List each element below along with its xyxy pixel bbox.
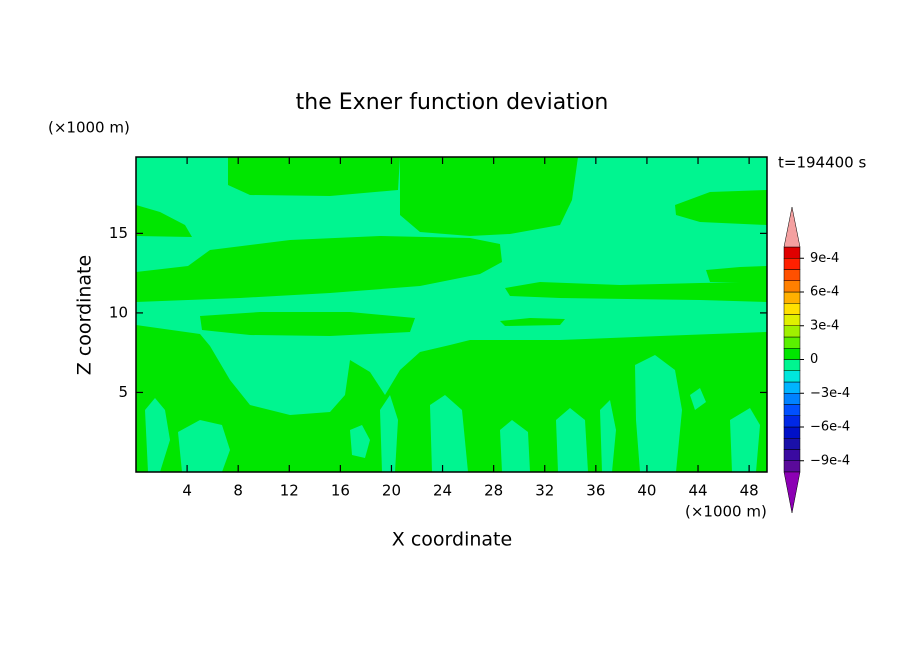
contour-region (380, 395, 398, 472)
x-tick-label: 28 (484, 482, 503, 500)
contour-region (430, 395, 468, 472)
colorbar-bin (783, 359, 801, 371)
colorbar-bin (783, 303, 801, 315)
contour-region (505, 282, 767, 302)
colorbar-bin (783, 426, 801, 439)
x-tick-label: 24 (433, 482, 452, 500)
colorbar-bin (783, 314, 801, 326)
contour-region (500, 318, 565, 326)
colorbar-bin (783, 449, 801, 461)
y-tick-label: 5 (118, 383, 128, 401)
colorbar-bin (783, 258, 801, 270)
contour-region (730, 408, 760, 472)
colorbar-tick-label: 9e-4 (810, 251, 839, 266)
colorbar-tick-label: −6e-4 (810, 420, 850, 435)
x-tick-label: 4 (182, 482, 192, 500)
colorbar-bin (783, 404, 801, 416)
x-tick-label: 48 (740, 482, 759, 500)
x-tick-label: 16 (331, 482, 350, 500)
colorbar-tick-label: 3e-4 (810, 318, 839, 333)
x-tick-label: 20 (382, 482, 401, 500)
colorbar-tick-label: 0 (810, 352, 818, 367)
contour-region (690, 388, 706, 410)
contour-region (350, 425, 370, 458)
colorbar-bin (783, 269, 801, 281)
contour-region (145, 398, 170, 472)
x-tick-label: 44 (688, 482, 707, 500)
colorbar-bin (783, 415, 801, 428)
y-tick-label: 10 (109, 303, 128, 321)
colorbar-bin (783, 370, 801, 383)
time-label: t=194400 s (778, 154, 866, 172)
colorbar-bin (783, 280, 801, 293)
x-axis-label: X coordinate (392, 529, 512, 551)
field (136, 157, 767, 472)
contour-region (600, 400, 616, 472)
colorbar-bin (783, 381, 801, 394)
contour-region (706, 266, 767, 283)
y-unit: (×1000 m) (48, 119, 130, 137)
colorbar-over (783, 206, 801, 248)
contour-region (635, 355, 682, 472)
colorbar-bin (783, 246, 801, 259)
colorbar-bin (783, 393, 801, 405)
contour-region (200, 312, 415, 336)
contour-region (500, 420, 530, 472)
colorbar-tick-label: −9e-4 (810, 453, 850, 468)
y-tick-label: 15 (109, 224, 128, 242)
contour-region (136, 236, 502, 302)
contour-region (228, 157, 400, 196)
contour-region (136, 205, 192, 237)
colorbar-bin (783, 291, 801, 304)
colorbar-tick-label: 6e-4 (810, 285, 839, 300)
contour-region (400, 157, 578, 236)
x-tick-label: 36 (586, 482, 605, 500)
y-axis-label: Z coordinate (74, 255, 96, 375)
chart-title: the Exner function deviation (296, 90, 609, 115)
x-unit: (×1000 m) (685, 503, 767, 521)
x-tick-label: 40 (637, 482, 656, 500)
x-tick-label: 32 (535, 482, 554, 500)
colorbar-bin (783, 336, 801, 349)
contour-region (675, 190, 767, 225)
colorbar-bin (783, 438, 801, 450)
colorbar-bin (783, 325, 801, 338)
colorbar-tick-label: −3e-4 (810, 386, 850, 401)
contour-region (556, 408, 588, 472)
x-tick-label: 12 (280, 482, 299, 500)
colorbar-bin (783, 348, 801, 360)
plot-frame (135, 156, 768, 473)
colorbar-under (783, 471, 801, 514)
contour-region (178, 420, 230, 472)
x-tick-label: 8 (233, 482, 243, 500)
colorbar-bin (783, 460, 801, 473)
